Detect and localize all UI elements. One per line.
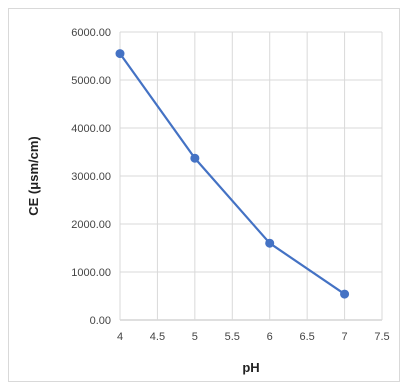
- y-axis-title: CE (μsm/cm): [26, 136, 41, 215]
- y-tick-label: 6000.00: [71, 27, 111, 39]
- series-line: [119, 52, 346, 295]
- x-axis-title: pH: [242, 360, 259, 375]
- x-tick-label: 5: [192, 331, 198, 343]
- y-tick-label: 5000.00: [71, 75, 111, 87]
- x-tick-label: 7.5: [374, 331, 389, 343]
- series-layer: [115, 49, 350, 299]
- y-tick-label: 1000.00: [71, 267, 111, 279]
- grid-lines: [119, 31, 383, 321]
- x-axis-ticks: 4 4.5 5 5.5 6 6.5 7 7.5: [117, 331, 390, 343]
- y-tick-label: 0.00: [90, 315, 111, 327]
- data-point: [265, 238, 275, 248]
- x-tick-label: 4: [117, 331, 123, 343]
- y-tick-label: 4000.00: [71, 123, 111, 135]
- y-tick-label: 3000.00: [71, 171, 111, 183]
- x-tick-label: 6.5: [299, 331, 314, 343]
- data-point: [190, 153, 200, 163]
- data-point: [115, 49, 125, 59]
- x-tick-label: 6: [267, 331, 273, 343]
- x-tick-label: 7: [342, 331, 348, 343]
- y-axis-ticks: 0.00 1000.00 2000.00 3000.00 4000.00 5000.00 6…: [71, 27, 111, 327]
- y-tick-label: 2000.00: [71, 219, 111, 231]
- data-point: [340, 289, 350, 299]
- x-tick-label: 5.5: [225, 331, 240, 343]
- x-tick-label: 4.5: [150, 331, 165, 343]
